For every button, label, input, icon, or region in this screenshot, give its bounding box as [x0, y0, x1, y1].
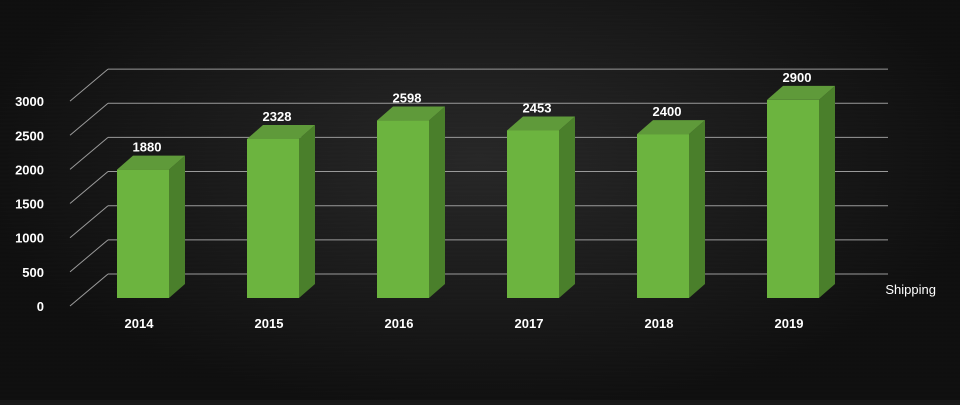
bar-side	[559, 116, 575, 298]
bars	[117, 85, 835, 299]
labels: Shipping 0 500 1000 1500 2000 2500 3000 1880 201…	[15, 70, 936, 331]
bar	[377, 120, 429, 298]
bar	[507, 130, 559, 298]
data-label: 2400	[653, 104, 682, 119]
y-tick-label: 1000	[15, 231, 44, 246]
data-label: 2453	[523, 100, 552, 115]
gridline-depth	[69, 102, 109, 136]
bar	[247, 138, 299, 298]
bar-top	[637, 120, 705, 135]
bar-top	[247, 124, 315, 139]
bar-side	[429, 106, 445, 298]
y-tick-label: 3000	[15, 94, 44, 109]
data-label: 2900	[783, 70, 812, 85]
x-tick-label: 2015	[255, 316, 284, 331]
y-tick-label: 500	[22, 265, 44, 280]
gridlines	[69, 68, 888, 307]
bar-top	[117, 155, 185, 170]
bar	[767, 99, 819, 299]
bar-top	[507, 116, 575, 131]
bar-side	[819, 85, 835, 299]
bar-top	[767, 85, 835, 100]
y-tick-label: 0	[37, 299, 44, 314]
x-tick-label: 2017	[515, 316, 544, 331]
bar-side	[169, 155, 185, 298]
y-tick-label: 2500	[15, 128, 44, 143]
gridline-depth	[69, 205, 109, 239]
bar-side	[299, 124, 315, 299]
x-tick-label: 2014	[125, 316, 155, 331]
x-tick-label: 2019	[775, 316, 804, 331]
bar-top	[377, 106, 445, 121]
bar	[637, 134, 689, 298]
bar	[117, 169, 169, 298]
x-tick-label: 2016	[385, 316, 414, 331]
bar-side	[689, 120, 705, 298]
gridline-depth	[69, 137, 109, 170]
data-label: 2328	[263, 109, 292, 124]
data-label: 1880	[133, 140, 162, 155]
data-label: 2598	[393, 91, 422, 106]
gridline-depth	[69, 171, 109, 204]
y-tick-label: 1500	[15, 197, 44, 212]
gridline-depth	[69, 239, 109, 273]
y-tick-label: 2000	[15, 162, 44, 177]
gridline-depth	[69, 273, 109, 307]
x-tick-label: 2018	[645, 316, 674, 331]
gridline-depth	[69, 68, 109, 102]
series-label: Shipping	[885, 282, 936, 297]
